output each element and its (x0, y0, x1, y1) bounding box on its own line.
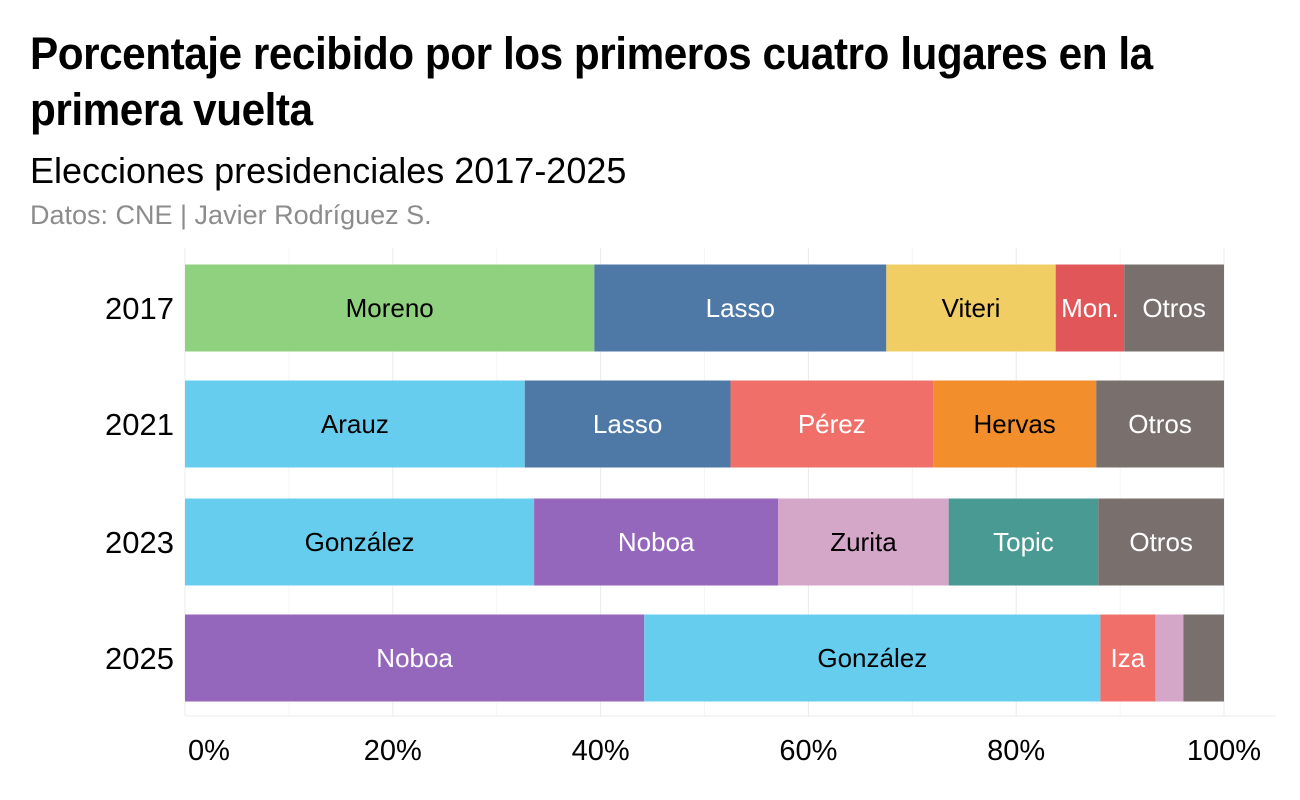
bar-segment-label: Lasso (593, 409, 662, 439)
bar-segment (185, 498, 535, 586)
bar-segment-label: Pérez (798, 409, 866, 439)
bar-segment-label: Zurita (830, 527, 897, 557)
bar-segment (886, 264, 1056, 352)
bar-segment-label: González (817, 643, 927, 673)
y-tick-label: 2017 (105, 291, 174, 326)
bar-segment-label: Iza (1111, 643, 1146, 673)
bar-segment (1100, 614, 1156, 702)
bar-segment (185, 264, 595, 352)
y-tick-label: 2023 (105, 525, 174, 560)
bar-segment (594, 264, 887, 352)
bar-segment-label: Viteri (942, 293, 1001, 323)
bar-segment-label: Lasso (706, 293, 775, 323)
bar-segment-label: Topic (993, 527, 1054, 557)
bar-segment (1098, 498, 1224, 586)
x-tick-label: 40% (572, 735, 630, 767)
chart-subtitle: Elecciones presidenciales 2017-2025 (30, 150, 627, 191)
bar-segment-label: González (305, 527, 415, 557)
bar-segment (1155, 614, 1184, 702)
bar-segment (933, 380, 1097, 468)
x-tick-label: 60% (779, 735, 837, 767)
bar-segment-label: Moreno (346, 293, 434, 323)
x-tick-label: 0% (188, 735, 230, 767)
bar-segment (1096, 380, 1224, 468)
bar-segment-label: Otros (1128, 409, 1192, 439)
bar-segment (524, 380, 731, 468)
bar-segment (185, 380, 525, 468)
chart-caption: Datos: CNE | Javier Rodríguez S. (30, 200, 432, 230)
bar-segment-label: Noboa (376, 643, 453, 673)
bar-segment (534, 498, 779, 586)
bar-segment-label: Noboa (618, 527, 695, 557)
bar-segment-label: Arauz (321, 409, 389, 439)
bar-segment (1124, 264, 1224, 352)
x-tick-label: 100% (1187, 735, 1261, 767)
bar-segment (1183, 614, 1224, 702)
bar-segment (730, 380, 934, 468)
bar-segment (185, 614, 645, 702)
bar-segment (644, 614, 1101, 702)
x-tick-label: 20% (364, 735, 422, 767)
x-tick-label: 80% (987, 735, 1045, 767)
bar-segment-label: Mon. (1061, 293, 1119, 323)
chart-title: Porcentaje recibido por los primeros cua… (30, 28, 1153, 135)
y-tick-label: 2025 (105, 641, 174, 676)
bar-segment (1055, 264, 1125, 352)
bar-segment-label: Hervas (973, 409, 1055, 439)
bar-segment (948, 498, 1099, 586)
bar-segment (778, 498, 949, 586)
y-tick-label: 2021 (105, 407, 174, 442)
bar-segment-label: Otros (1129, 527, 1193, 557)
bar-segment-label: Otros (1142, 293, 1206, 323)
